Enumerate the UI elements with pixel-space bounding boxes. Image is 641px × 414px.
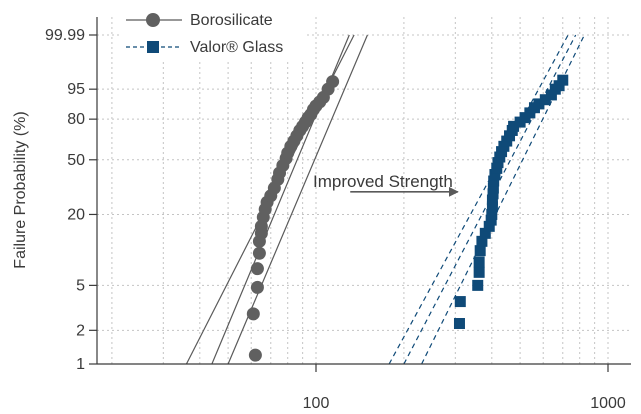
y-tick-label: 50 bbox=[67, 152, 85, 169]
data-point-valor bbox=[486, 194, 498, 206]
y-tick-label: 95 bbox=[67, 81, 85, 98]
data-point-valor bbox=[539, 94, 551, 106]
data-point-valor bbox=[488, 175, 500, 187]
data-point-valor bbox=[492, 157, 504, 169]
data-point-borosilicate bbox=[252, 246, 266, 260]
y-tick-label: 1 bbox=[76, 356, 85, 373]
fit-lines bbox=[185, 34, 585, 364]
data-point-valor bbox=[508, 120, 520, 132]
y-tick-label: 99.99 bbox=[45, 27, 85, 44]
x-tick-label: 1000 bbox=[590, 395, 626, 412]
data-point-valor bbox=[454, 296, 466, 308]
y-tick-label: 5 bbox=[76, 277, 85, 294]
data-point-valor bbox=[489, 169, 501, 181]
x-tick-label: 100 bbox=[303, 395, 330, 412]
y-tick-labels: 99.99 95 80 50 20 5 2 1 bbox=[45, 27, 97, 373]
data-point-borosilicate bbox=[248, 348, 262, 362]
annotation-text: Improved Strength bbox=[313, 172, 453, 191]
data-point-valor bbox=[474, 245, 486, 257]
data-point-valor bbox=[473, 256, 485, 268]
data-point-valor bbox=[485, 214, 497, 226]
data-point-valor bbox=[557, 74, 569, 86]
data-point-valor bbox=[545, 89, 557, 101]
data-point-borosilicate bbox=[326, 75, 340, 89]
data-points bbox=[246, 74, 569, 362]
data-point-valor bbox=[486, 201, 498, 213]
y-tick-label: 20 bbox=[67, 206, 85, 223]
data-point-valor bbox=[473, 266, 485, 278]
data-point-valor bbox=[487, 188, 499, 200]
data-point-valor bbox=[533, 98, 545, 110]
data-point-valor bbox=[483, 220, 495, 232]
y-tick-label: 80 bbox=[67, 111, 85, 128]
data-point-valor bbox=[479, 227, 491, 239]
legend-marker-borosilicate bbox=[146, 13, 160, 27]
legend: Borosilicate Valor® Glass bbox=[120, 5, 305, 61]
data-point-valor bbox=[553, 80, 565, 92]
legend-item-borosilicate: Borosilicate bbox=[126, 12, 273, 29]
data-point-borosilicate bbox=[246, 307, 260, 321]
legend-label-valor: Valor® Glass bbox=[190, 39, 283, 56]
y-axis-title: Failure Probability (%) bbox=[12, 111, 29, 268]
data-point-valor bbox=[491, 162, 503, 174]
data-point-borosilicate bbox=[250, 262, 264, 276]
legend-label-borosilicate: Borosilicate bbox=[190, 12, 273, 29]
legend-marker-valor bbox=[147, 41, 159, 53]
data-point-valor bbox=[487, 182, 499, 194]
data-point-valor bbox=[486, 208, 498, 220]
y-tick-label: 2 bbox=[76, 322, 85, 339]
data-point-valor bbox=[453, 318, 465, 330]
data-point-borosilicate bbox=[250, 280, 264, 294]
fit-line-valor bbox=[421, 34, 585, 364]
data-point-valor bbox=[476, 235, 488, 247]
fit-line-valor bbox=[388, 34, 569, 364]
annotation: Improved Strength bbox=[313, 172, 459, 197]
legend-item-valor: Valor® Glass bbox=[126, 39, 283, 56]
x-tick-labels: 100 1000 bbox=[303, 364, 626, 412]
data-point-valor bbox=[472, 279, 484, 291]
